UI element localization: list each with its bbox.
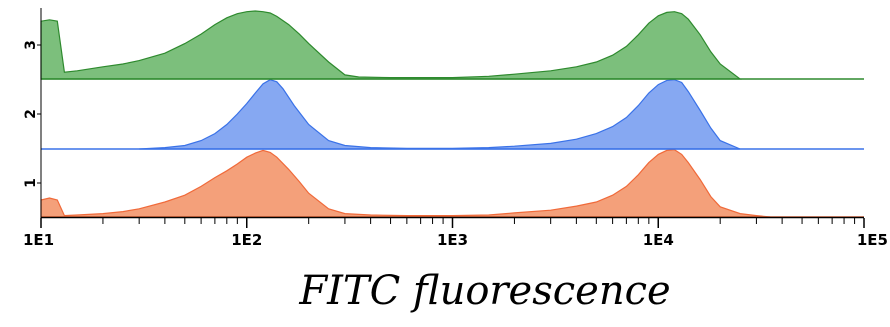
- x-tick-label: 1E1: [23, 231, 54, 249]
- x-tick-label: 1E2: [231, 231, 262, 249]
- x-tick-label: 1E3: [437, 231, 468, 249]
- lane-label-2: 2: [23, 109, 39, 119]
- x-axis-label: FITC fluorescence: [299, 268, 671, 314]
- x-tick-label: 1E5: [857, 231, 888, 249]
- x-tick-label: 1E4: [643, 231, 674, 249]
- series-3-area: [40, 10, 742, 80]
- series-1-area: [40, 149, 771, 218]
- series-2-area: [139, 79, 741, 150]
- lane-label-1: 1: [23, 178, 39, 188]
- lane-label-3: 3: [23, 40, 39, 50]
